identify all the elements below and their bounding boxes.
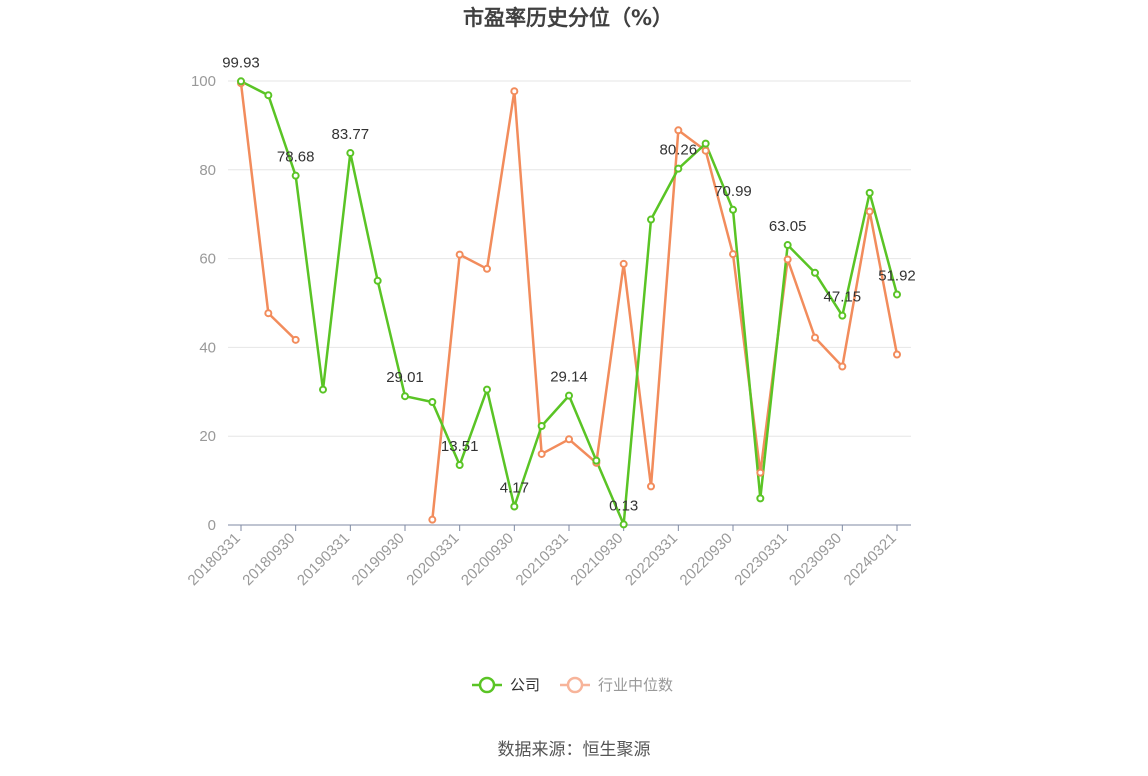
data-point <box>428 515 437 524</box>
legend[interactable]: 公司 行业中位数 <box>472 676 673 694</box>
data-point <box>893 290 901 299</box>
data-point <box>373 276 382 285</box>
data-point <box>893 350 901 359</box>
data-point <box>537 421 546 430</box>
data-label: 13.51 <box>441 438 479 455</box>
data-point <box>619 520 628 529</box>
data-label: 78.68 <box>277 149 315 166</box>
data-point <box>483 264 491 273</box>
data-point <box>264 91 273 100</box>
x-tick-label: 20220331 <box>622 530 681 589</box>
data-label: 0.13 <box>609 497 638 514</box>
x-tick-label: 20180331 <box>185 530 244 589</box>
gridlines <box>228 80 911 437</box>
data-point <box>865 207 874 216</box>
data-point <box>701 146 710 155</box>
data-point <box>838 362 847 371</box>
legend-marker-icon <box>478 676 496 694</box>
data-point <box>565 391 573 400</box>
data-point <box>865 188 874 197</box>
x-tick-label: 20200331 <box>403 530 462 589</box>
data-label: 83.77 <box>332 126 370 143</box>
data-point <box>510 502 519 511</box>
x-tick-label: 20210930 <box>567 530 626 589</box>
data-label: 80.26 <box>660 142 698 159</box>
data-label: 70.99 <box>714 183 752 200</box>
series-line <box>431 89 899 520</box>
data-point <box>455 461 464 470</box>
y-tick-label: 100 <box>191 73 216 90</box>
x-tick-label: 20230331 <box>731 530 790 589</box>
data-point <box>674 164 683 173</box>
x-tick-label: 20180930 <box>239 530 298 589</box>
data-point <box>838 311 847 320</box>
data-point <box>674 126 683 135</box>
data-label: 99.93 <box>222 54 260 71</box>
legend-marker-icon <box>566 676 584 694</box>
legend-label: 行业中位数 <box>598 676 673 694</box>
data-labels: 99.93 78.68 83.77 29.01 13.51 4.17 29.14 0.13 80… <box>222 54 916 514</box>
data-point <box>811 268 819 277</box>
data-point <box>756 494 765 503</box>
data-point <box>619 259 628 268</box>
data-point <box>565 435 573 444</box>
data-point <box>510 87 519 96</box>
x-tick-label: 20230930 <box>786 530 845 589</box>
data-point <box>811 333 819 342</box>
x-tick-label: 20220930 <box>677 530 736 589</box>
data-point <box>455 250 464 259</box>
data-point <box>319 385 327 394</box>
data-label: 29.01 <box>386 369 424 386</box>
data-point <box>428 398 437 407</box>
legend-item[interactable]: 公司 <box>472 676 540 694</box>
y-tick-label: 20 <box>199 428 216 445</box>
data-point <box>291 335 300 344</box>
x-tick-label: 20240321 <box>841 530 900 589</box>
y-tick-label: 80 <box>199 162 216 179</box>
data-points <box>237 77 901 529</box>
x-tick-label: 20200930 <box>458 530 517 589</box>
x-tick-label: 20190930 <box>349 530 408 589</box>
data-label: 4.17 <box>500 479 529 496</box>
series-line <box>239 83 297 341</box>
data-point <box>592 456 601 465</box>
data-point <box>756 468 765 477</box>
chart-title: 市盈率历史分位（%） <box>463 6 673 30</box>
data-point <box>237 77 245 86</box>
data-point <box>291 171 300 180</box>
y-tick-label: 60 <box>199 251 216 268</box>
data-point <box>783 255 792 264</box>
data-label: 51.92 <box>878 267 916 284</box>
legend-label: 公司 <box>510 676 540 694</box>
x-tick-label: 20190331 <box>294 530 353 589</box>
y-tick-label: 40 <box>199 339 216 356</box>
data-point <box>346 149 355 158</box>
data-point <box>401 392 409 401</box>
data-point <box>264 309 273 318</box>
data-point <box>537 449 546 458</box>
data-point <box>647 215 655 224</box>
y-tick-label: 0 <box>208 517 216 534</box>
data-point <box>701 139 710 148</box>
legend-item[interactable]: 行业中位数 <box>560 676 673 694</box>
series-line <box>240 80 899 526</box>
data-label: 29.14 <box>550 369 588 386</box>
source-note: 数据来源：恒生聚源 <box>498 740 651 760</box>
data-point <box>729 205 737 214</box>
series-lines <box>239 80 899 526</box>
x-tick-label: 20210331 <box>513 530 572 589</box>
data-label: 47.15 <box>824 289 862 306</box>
data-label: 63.05 <box>769 218 807 235</box>
data-point <box>729 250 737 259</box>
data-point <box>783 241 792 250</box>
data-point <box>647 482 655 491</box>
data-point <box>483 385 491 394</box>
